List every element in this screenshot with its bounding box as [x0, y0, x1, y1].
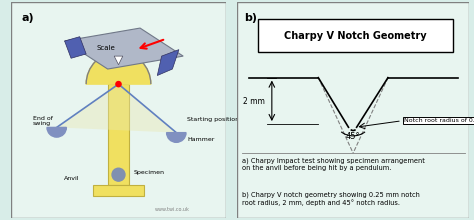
- Polygon shape: [64, 28, 183, 69]
- Text: Hammer: Hammer: [187, 137, 214, 142]
- FancyBboxPatch shape: [92, 185, 145, 196]
- FancyBboxPatch shape: [11, 2, 226, 218]
- Polygon shape: [157, 50, 179, 75]
- FancyBboxPatch shape: [258, 19, 453, 52]
- Text: 2 mm: 2 mm: [243, 97, 265, 106]
- Text: a): a): [21, 13, 34, 23]
- Wedge shape: [86, 52, 151, 84]
- Polygon shape: [64, 37, 86, 58]
- Text: b): b): [244, 13, 257, 23]
- FancyBboxPatch shape: [237, 2, 469, 218]
- Text: Notch root radius of 0.25 mm: Notch root radius of 0.25 mm: [404, 118, 474, 123]
- Text: a) Charpy Impact test showing specimen arrangement
on the anvil before being hit: a) Charpy Impact test showing specimen a…: [242, 158, 425, 171]
- Text: Anvil: Anvil: [64, 176, 80, 181]
- Text: Specimen: Specimen: [134, 170, 164, 175]
- Circle shape: [112, 168, 125, 181]
- Text: Scale: Scale: [96, 45, 115, 51]
- Text: www.twi.co.uk: www.twi.co.uk: [155, 207, 190, 212]
- Wedge shape: [166, 133, 186, 142]
- Text: Starting position: Starting position: [187, 117, 239, 122]
- Text: End of
swing: End of swing: [33, 116, 53, 126]
- Text: Charpy V Notch Geometry: Charpy V Notch Geometry: [284, 31, 427, 41]
- Circle shape: [116, 82, 121, 87]
- FancyBboxPatch shape: [108, 84, 129, 185]
- Polygon shape: [57, 84, 176, 133]
- Wedge shape: [47, 127, 66, 137]
- Polygon shape: [114, 56, 123, 65]
- Text: 45°: 45°: [346, 132, 360, 141]
- Text: b) Charpy V notch geometry showing 0.25 mm notch
root radius, 2 mm, depth and 45: b) Charpy V notch geometry showing 0.25 …: [242, 192, 419, 206]
